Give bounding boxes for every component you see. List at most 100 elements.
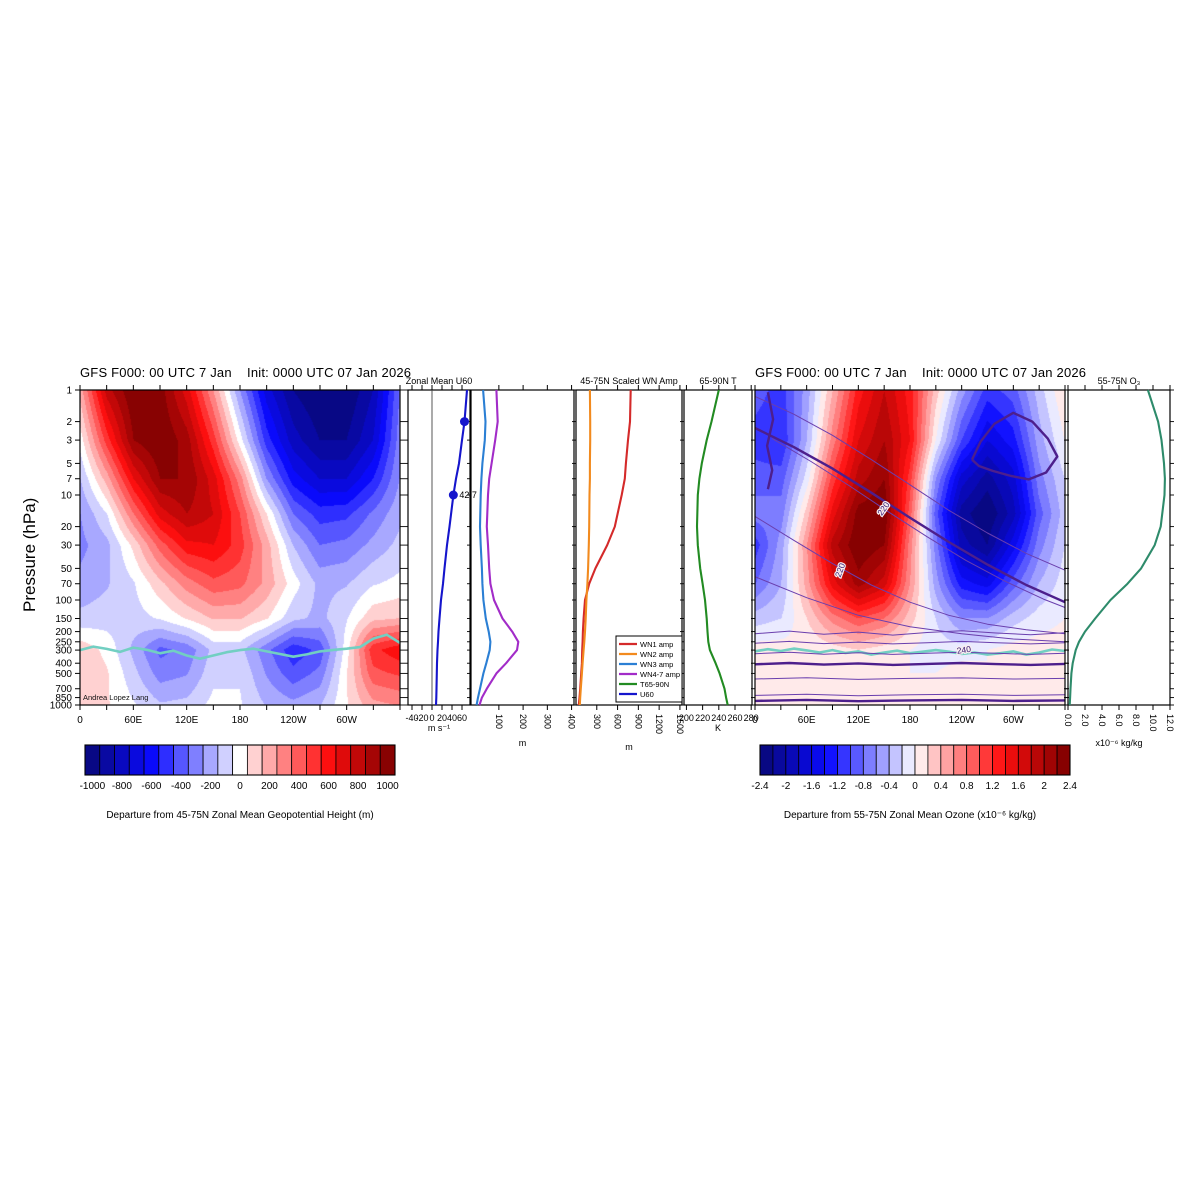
lon-tick-label: 0 bbox=[752, 715, 758, 726]
ozone-colorbar-tick-label: 0.8 bbox=[960, 781, 974, 792]
pressure-tick-label: 1000 bbox=[50, 701, 73, 712]
gph-colorbar-segment bbox=[143, 744, 160, 776]
right-colorbar-caption: Departure from 55-75N Zonal Mean Ozone (… bbox=[783, 810, 1037, 821]
gph-colorbar-segment bbox=[158, 744, 174, 776]
pressure-tick-label: 200 bbox=[55, 627, 72, 638]
pressure-tick-label: 5 bbox=[66, 459, 72, 470]
temp-tick-label: 260 bbox=[727, 713, 742, 723]
ozone-colorbar-segment bbox=[1005, 744, 1019, 776]
temp-axis-unit: K bbox=[714, 723, 721, 733]
ozone-colorbar-tick-label: 1.2 bbox=[986, 781, 1000, 792]
ozone-colorbar-segment bbox=[1056, 744, 1071, 776]
legend-label: WN3 amp bbox=[640, 660, 673, 669]
profile-line-55-75n-o3 bbox=[1068, 389, 1166, 706]
lon-tick-label: 0 bbox=[77, 715, 83, 726]
o3-tick-label: 4.0 bbox=[1097, 714, 1107, 727]
lon-tick-label: 180 bbox=[902, 715, 919, 726]
profile-line-wn2-amp bbox=[578, 389, 592, 706]
gph-colorbar-segment bbox=[246, 744, 263, 776]
gph-colorbar-segment bbox=[187, 744, 204, 776]
pressure-tick-label: 850 bbox=[55, 693, 72, 704]
wn_s-tick-label: 400 bbox=[567, 714, 577, 729]
ozone-colorbar-segment bbox=[953, 744, 968, 776]
u60-tick-label: 60 bbox=[457, 713, 467, 723]
wn-large-axis-unit: m bbox=[625, 742, 633, 752]
temp-tick-label: 220 bbox=[695, 713, 710, 723]
ozone-colorbar-segment bbox=[850, 744, 864, 776]
ozone-colorbar-segment bbox=[798, 744, 813, 776]
pressure-tick-label: 10 bbox=[61, 491, 73, 502]
pressure-tick-label: 2 bbox=[66, 417, 72, 428]
gph-colorbar-segment bbox=[128, 744, 145, 776]
pressure-tick-label: 1 bbox=[66, 386, 72, 397]
legend-box bbox=[615, 635, 683, 703]
gph-colorbar-segment bbox=[365, 744, 381, 776]
lon-tick-label: 60W bbox=[336, 715, 357, 726]
ozone-colorbar-segment bbox=[914, 744, 929, 776]
u60-marker-label: 42.7 bbox=[459, 490, 477, 500]
left-colorbar-caption: Departure from 45-75N Zonal Mean Geopote… bbox=[106, 810, 374, 821]
gph-colorbar-tick-label: -400 bbox=[171, 781, 191, 792]
gph-colorbar-tick-label: -200 bbox=[200, 781, 220, 792]
gph-colorbar-tick-label: 1000 bbox=[376, 781, 399, 792]
ozone-colorbar-segment bbox=[772, 744, 787, 776]
lon-tick-label: 120E bbox=[175, 715, 199, 726]
pressure-tick-label: 700 bbox=[55, 684, 72, 695]
gph-colorbar-segment bbox=[379, 744, 396, 776]
gph-colorbar-tick-label: 600 bbox=[320, 781, 337, 792]
wn_s-tick-label: 200 bbox=[518, 714, 528, 729]
o3-tick-label: 2.0 bbox=[1080, 714, 1090, 727]
ozone-colorbar-segment bbox=[940, 744, 955, 776]
profile-line-wn1-amp bbox=[577, 389, 632, 706]
wn_l-tick-label: 600 bbox=[613, 714, 623, 729]
pressure-tick-label: 300 bbox=[55, 646, 72, 657]
pressure-tick-label: 250 bbox=[55, 637, 72, 648]
gph-colorbar-segment bbox=[320, 744, 337, 776]
temp-tick-label: 200 bbox=[679, 713, 694, 723]
ozone-colorbar-segment bbox=[875, 744, 890, 776]
u60-tick-label: 20 bbox=[437, 713, 447, 723]
pressure-tick-label: 400 bbox=[55, 659, 72, 670]
gph-colorbar-tick-label: 0 bbox=[237, 781, 243, 792]
ozone-colorbar-segment bbox=[824, 744, 838, 776]
legend-label: U60 bbox=[640, 690, 654, 699]
wn_l-tick-label: 300 bbox=[592, 714, 602, 729]
panel-title-65-90n-t: 65-90N T bbox=[699, 376, 737, 386]
ozone-colorbar-tick-label: 1.6 bbox=[1011, 781, 1025, 792]
panel-title-wn-amp: 45-75N Scaled WN Amp bbox=[580, 376, 678, 386]
ozone-colorbar bbox=[759, 744, 1071, 776]
ozone-colorbar-segment bbox=[759, 744, 774, 776]
ozone-colorbar-segment bbox=[837, 744, 851, 776]
profile-line-wn3-amp bbox=[475, 389, 492, 706]
pressure-tick-label: 30 bbox=[61, 541, 73, 552]
gph-colorbar-segment bbox=[84, 744, 101, 776]
u60-tick-label: -40 bbox=[405, 713, 418, 723]
u60-marker-dot bbox=[448, 490, 458, 500]
ozone-colorbar-segment bbox=[979, 744, 993, 776]
lon-tick-label: 120W bbox=[280, 715, 307, 726]
gph-colorbar-tick-label: 800 bbox=[350, 781, 367, 792]
ozone-colorbar-segment bbox=[1017, 744, 1032, 776]
gph-colorbar-segment bbox=[232, 744, 248, 776]
ozone-colorbar-tick-label: -0.4 bbox=[881, 781, 899, 792]
pressure-tick-label: 50 bbox=[61, 564, 73, 575]
profile-line-wn4-7-amp bbox=[478, 389, 520, 706]
panel-title-zonal-mean-u60: Zonal Mean U60 bbox=[405, 376, 473, 386]
ozone-colorbar-tick-label: 0.4 bbox=[934, 781, 948, 792]
gph-colorbar-segment bbox=[114, 744, 130, 776]
ozone-colorbar-segment bbox=[1030, 744, 1045, 776]
ozone-colorbar-segment bbox=[811, 744, 825, 776]
author-watermark: Andrea Lopez Lang bbox=[83, 693, 149, 702]
temp-tick-label: 280 bbox=[744, 713, 759, 723]
ozone-departure-heatmap bbox=[755, 390, 1065, 705]
left-map-title: GFS F000: 00 UTC 7 Jan Init: 0000 UTC 07… bbox=[80, 365, 412, 380]
o3-axis-unit: x10⁻⁶ kg/kg bbox=[1095, 738, 1143, 748]
gph-colorbar-tick-label: 200 bbox=[261, 781, 278, 792]
ozone-colorbar-segment bbox=[888, 744, 903, 776]
o3-tick-label: 10.0 bbox=[1148, 714, 1158, 732]
o3-tick-label: 12.0 bbox=[1165, 714, 1175, 732]
profile-line-t65-90n bbox=[695, 389, 729, 706]
u60-axis-unit: m s⁻¹ bbox=[427, 723, 451, 733]
wn_l-tick-label: 900 bbox=[633, 714, 643, 729]
wn_s-tick-label: 300 bbox=[542, 714, 552, 729]
